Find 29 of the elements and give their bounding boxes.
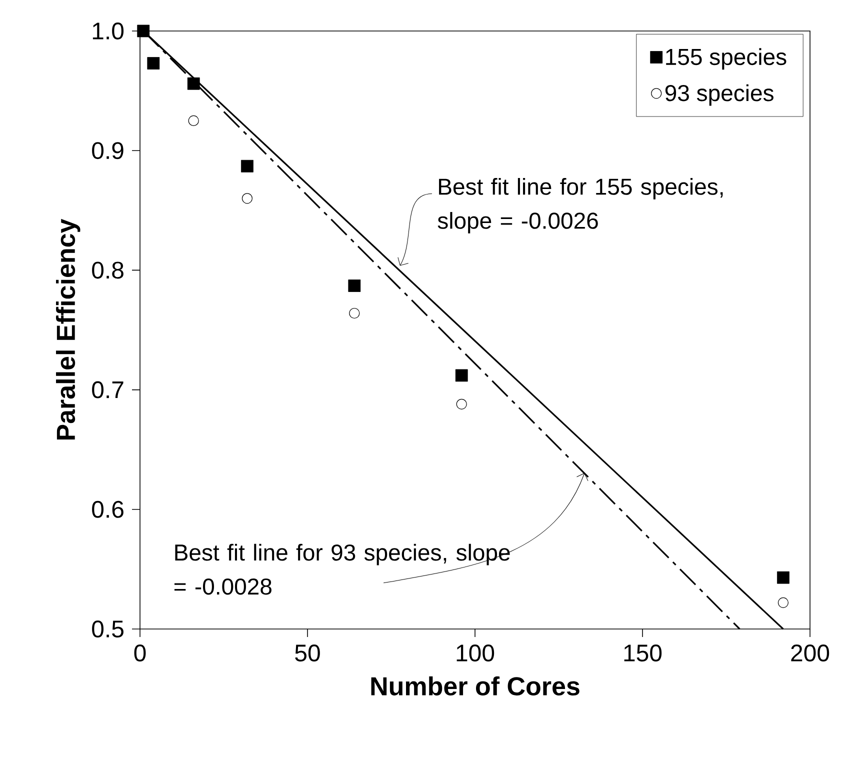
legend-label: 155 species [666,48,786,70]
point [348,280,361,292]
x-axis-title: Number of Cores [371,676,580,696]
point [778,597,789,608]
point [187,77,200,90]
y-tick-label: 0.7 [92,381,124,398]
annotation: Best fit line for 155 species, slope = -0.0026 [438,178,723,234]
y-tick-label: 0.9 [92,142,124,160]
point [147,57,160,70]
y-tick-label: 0.8 [92,262,124,279]
legend-label: 93 species [665,84,774,106]
point [242,193,252,204]
y-tick-label: 0.5 [92,620,124,638]
x-tick-label: 0 [134,644,146,662]
y-tick-label: 1.0 [92,22,124,40]
point [455,369,468,382]
point [456,398,467,410]
x-tick-label: 50 [295,644,320,662]
point [241,160,254,172]
point [188,115,199,126]
point [777,571,790,584]
y-axis-title: Parallel Efficiency [56,218,80,440]
point [349,308,360,319]
point [137,24,150,38]
x-tick-label: 150 [624,644,662,662]
x-tick-label: 200 [791,644,830,662]
y-tick-label: 0.6 [92,500,124,518]
x-tick-label: 100 [456,644,494,662]
annotation: Best fit line for 93 species, slope = -0.0028 [174,544,510,595]
